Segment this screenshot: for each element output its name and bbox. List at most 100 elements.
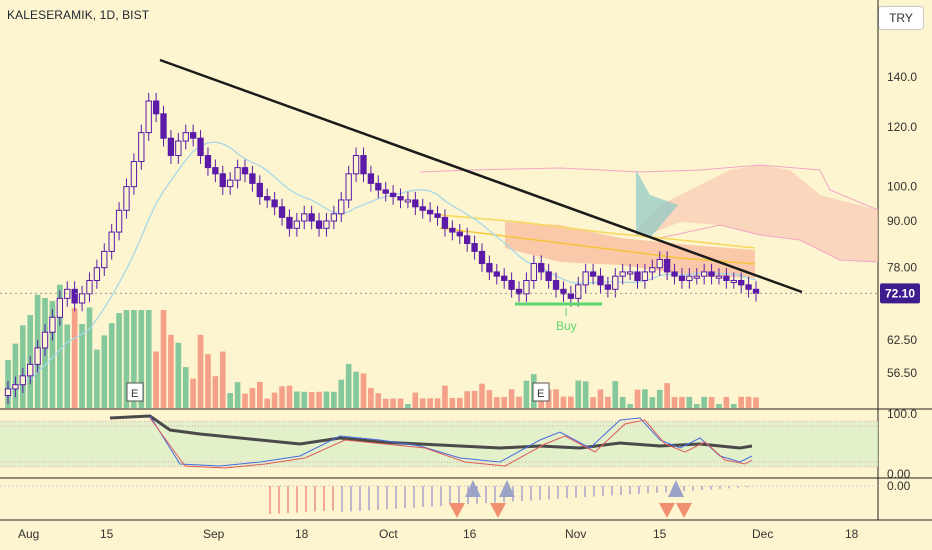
volume-bar <box>456 397 463 408</box>
time-tick-label: Sep <box>203 527 225 541</box>
candle-body <box>345 173 352 201</box>
volume-bar <box>242 393 248 408</box>
candle-body <box>723 275 730 281</box>
volume-bar <box>175 342 182 408</box>
candle-body <box>256 182 263 198</box>
time-tick-label: Oct <box>379 527 398 541</box>
candle-body <box>145 100 152 134</box>
candle-body <box>686 275 693 281</box>
candle-body <box>241 167 249 175</box>
volume-bar <box>486 390 493 408</box>
volume-bar <box>264 398 271 408</box>
volume-bar <box>745 396 752 408</box>
envelope-band <box>505 222 755 278</box>
candle-body <box>71 288 78 304</box>
volume-bar <box>582 381 589 408</box>
candle-body <box>752 288 760 294</box>
volume-bar <box>57 284 63 408</box>
candle-body <box>715 275 723 279</box>
volume-bar <box>730 404 737 408</box>
candle-body <box>286 216 293 229</box>
candle-body <box>597 275 604 286</box>
volume-bar <box>205 354 211 408</box>
volume-bar <box>219 351 226 408</box>
volume-bar <box>368 388 374 408</box>
price-tick-label: 100.0 <box>887 180 917 194</box>
annotation-layer: E E Buy <box>126 308 577 402</box>
candle-body <box>367 173 375 184</box>
volume-bar <box>723 396 730 408</box>
volume-bar <box>227 393 233 408</box>
volume-bar <box>353 371 359 408</box>
candle-body <box>449 227 456 233</box>
candle-body <box>663 258 671 273</box>
candle-body <box>471 243 478 252</box>
volume-bar <box>627 404 633 408</box>
volume-bar <box>182 367 189 408</box>
candle-body <box>441 216 449 229</box>
osc-tick-label: 100.0 <box>887 407 917 421</box>
volume-bar <box>501 396 508 408</box>
candle-body <box>434 213 441 218</box>
candles-layer <box>4 92 760 404</box>
candle-body <box>227 179 234 188</box>
candle-body <box>493 271 500 277</box>
volume-bar <box>49 300 56 408</box>
candle-body <box>693 275 700 279</box>
earnings-marker <box>532 382 550 402</box>
candle-body <box>478 250 486 265</box>
envelope-upper-line <box>439 214 756 249</box>
volume-bar <box>434 398 441 408</box>
time-tick-label: Dec <box>752 527 773 541</box>
volume-bar <box>331 391 337 408</box>
last-price-tag <box>880 283 920 304</box>
volume-bar <box>131 310 137 408</box>
volume-bar <box>12 343 19 408</box>
volume-bar <box>316 391 322 408</box>
candle-body <box>619 271 626 277</box>
candle-body <box>552 279 560 290</box>
candle-body <box>612 275 619 290</box>
axes-layer: 140.0 120.0 100.0 90.00 78.00 62.50 56.50 72.10… <box>18 70 920 541</box>
candle-body <box>678 275 686 281</box>
volume-bar <box>693 404 700 408</box>
time-tick-label: 18 <box>845 527 859 541</box>
price-tick-label: 120.0 <box>887 120 917 134</box>
candle-body <box>138 132 145 163</box>
candle-body <box>641 271 649 281</box>
volume-bar <box>427 398 433 408</box>
candle-body <box>12 384 19 390</box>
volume-bar <box>642 389 648 408</box>
candle-body <box>671 271 678 277</box>
candle-body <box>404 199 412 203</box>
volume-bar <box>323 391 330 408</box>
candle-body <box>41 331 49 349</box>
candle-body <box>301 213 308 222</box>
candle-body <box>34 347 41 365</box>
candle-body <box>708 271 715 277</box>
volume-bar <box>516 396 522 408</box>
time-tick-label: 18 <box>295 527 309 541</box>
volume-bar <box>138 310 145 408</box>
candle-body <box>745 284 752 290</box>
ichimoku-cloud-layer <box>419 164 879 278</box>
candle-body <box>419 206 426 211</box>
candle-body <box>589 271 597 277</box>
chart-title: KALESERAMIK, 1D, BIST <box>7 8 150 22</box>
volume-bar <box>493 397 500 408</box>
volume-bar <box>249 388 256 408</box>
candle-body <box>382 189 389 194</box>
volume-bar <box>405 404 411 408</box>
sell-signal-arrow <box>659 503 675 518</box>
candle-body <box>538 263 545 273</box>
sell-signal-arrow <box>449 503 465 518</box>
candle-body <box>197 137 204 157</box>
currency-button[interactable]: TRY <box>878 6 924 30</box>
candle-body <box>626 271 634 275</box>
volume-bar <box>360 373 367 408</box>
candle-body <box>130 161 138 188</box>
volume-bar <box>634 389 641 408</box>
candle-body <box>123 186 130 211</box>
osc-main-line <box>109 414 753 450</box>
